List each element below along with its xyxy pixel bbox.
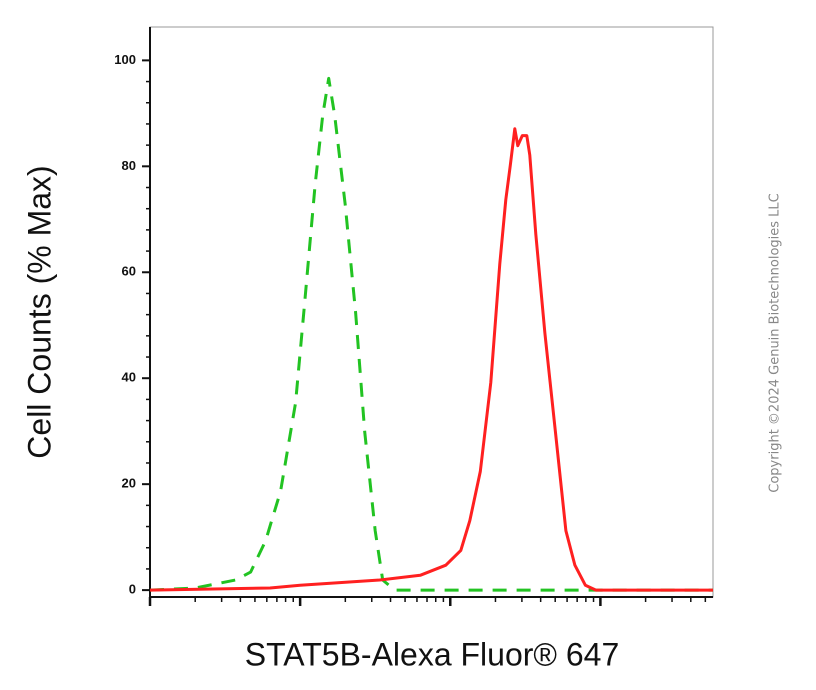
series-line	[149, 127, 713, 592]
series-line	[149, 76, 713, 592]
plot-frame	[149, 26, 714, 598]
x-axis-title: STAT5B-Alexa Fluor® 647	[245, 636, 620, 672]
y-tick-label: 0	[129, 582, 136, 597]
y-tick-label: 100	[114, 52, 136, 67]
watermark: Copyright ©2024 Genuin Biotechnologies L…	[768, 193, 783, 492]
y-tick-label: 20	[122, 476, 136, 491]
y-tick-label: 80	[122, 158, 136, 173]
y-tick-label: 40	[122, 370, 136, 385]
y-axis-title: Cell Counts (% Max)	[21, 165, 57, 458]
y-tick-label: 60	[122, 264, 136, 279]
